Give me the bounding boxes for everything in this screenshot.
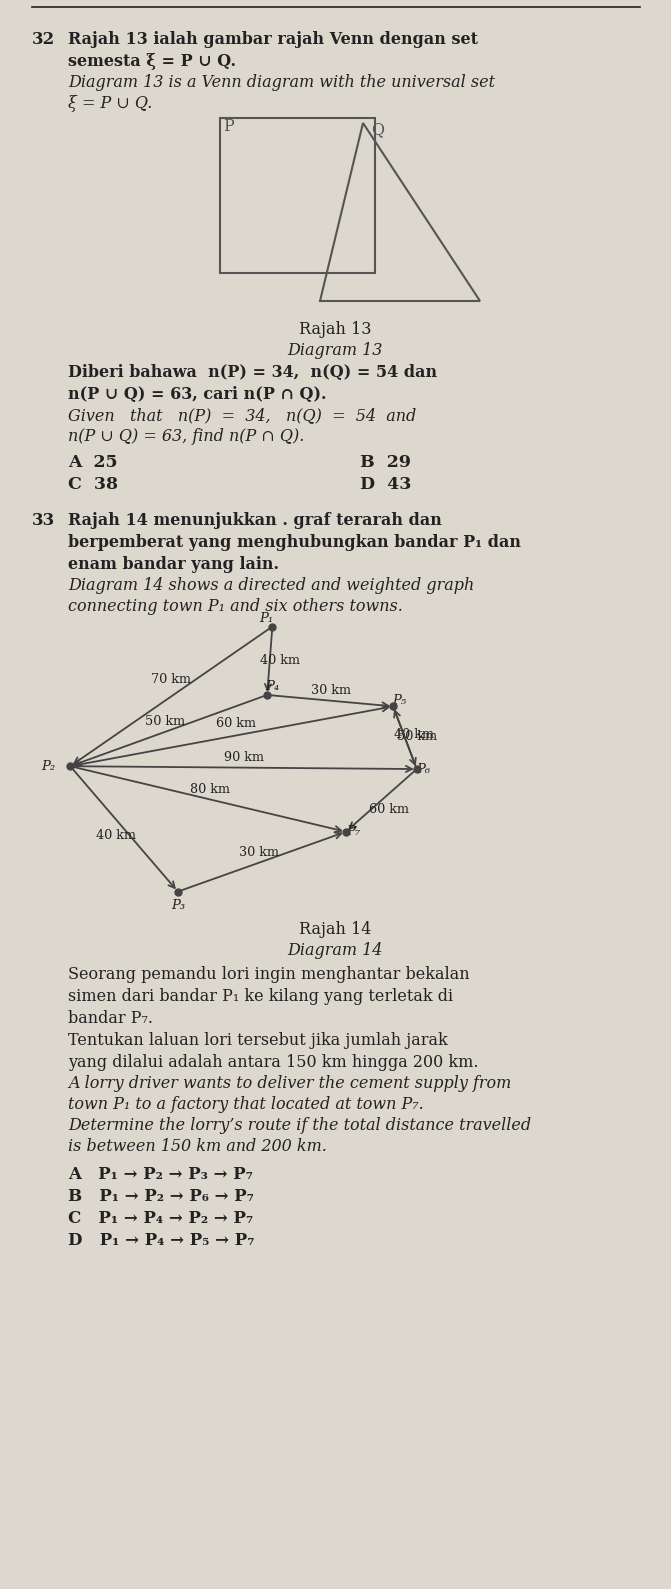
Text: 80 km: 80 km xyxy=(191,783,230,796)
Text: D   P₁ → P₄ → P₅ → P₇: D P₁ → P₄ → P₅ → P₇ xyxy=(68,1231,254,1249)
Text: Tentukan laluan lori tersebut jika jumlah jarak: Tentukan laluan lori tersebut jika jumla… xyxy=(68,1031,448,1049)
Text: 60 km: 60 km xyxy=(216,717,256,729)
Text: C   P₁ → P₄ → P₂ → P₇: C P₁ → P₄ → P₂ → P₇ xyxy=(68,1209,253,1227)
Bar xyxy=(220,118,375,273)
Text: 32: 32 xyxy=(32,32,55,48)
Text: Determine the lorry’s route if the total distance travelled: Determine the lorry’s route if the total… xyxy=(68,1117,531,1135)
Text: n(P ∪ Q) = 63, cari n(P ∩ Q).: n(P ∪ Q) = 63, cari n(P ∩ Q). xyxy=(68,386,327,404)
Text: P₃: P₃ xyxy=(170,899,185,912)
Text: town P₁ to a factory that located at town P₇.: town P₁ to a factory that located at tow… xyxy=(68,1096,424,1112)
Text: A lorry driver wants to deliver the cement supply from: A lorry driver wants to deliver the ceme… xyxy=(68,1076,511,1092)
Text: 33: 33 xyxy=(32,512,55,529)
Text: 70 km: 70 km xyxy=(152,672,191,686)
Text: A   P₁ → P₂ → P₃ → P₇: A P₁ → P₂ → P₃ → P₇ xyxy=(68,1166,253,1182)
Text: P₄: P₄ xyxy=(265,680,279,693)
Text: Rajah 13: Rajah 13 xyxy=(299,321,371,338)
Text: ξ = P ∪ Q.: ξ = P ∪ Q. xyxy=(68,95,152,111)
Text: 50 km: 50 km xyxy=(397,729,437,744)
Text: Seorang pemandu lori ingin menghantar bekalan: Seorang pemandu lori ingin menghantar be… xyxy=(68,966,470,984)
Text: P₇: P₇ xyxy=(346,825,360,839)
Text: bandar P₇.: bandar P₇. xyxy=(68,1011,153,1026)
Text: Diberi bahawa  n(P) = 34,  n(Q) = 54 dan: Diberi bahawa n(P) = 34, n(Q) = 54 dan xyxy=(68,364,437,381)
Text: P₂: P₂ xyxy=(41,760,56,772)
Text: Diagram 13: Diagram 13 xyxy=(287,342,382,359)
Text: B   P₁ → P₂ → P₆ → P₇: B P₁ → P₂ → P₆ → P₇ xyxy=(68,1189,254,1204)
Text: 40 km: 40 km xyxy=(260,653,300,667)
Text: A  25: A 25 xyxy=(68,454,117,470)
Text: Rajah 14: Rajah 14 xyxy=(299,922,371,938)
Text: Diagram 14 shows a directed and weighted graph: Diagram 14 shows a directed and weighted… xyxy=(68,577,474,594)
Text: Q: Q xyxy=(371,121,384,138)
Text: P₁: P₁ xyxy=(259,612,274,624)
Text: P: P xyxy=(223,118,234,135)
Text: Rajah 14 menunjukkan . graf terarah dan: Rajah 14 menunjukkan . graf terarah dan xyxy=(68,512,442,529)
Text: Diagram 13 is a Venn diagram with the universal set: Diagram 13 is a Venn diagram with the un… xyxy=(68,75,495,91)
Text: Given   that   n(P)  =  34,   n(Q)  =  54  and: Given that n(P) = 34, n(Q) = 54 and xyxy=(68,407,416,424)
Text: D  43: D 43 xyxy=(360,477,411,493)
Text: 50 km: 50 km xyxy=(145,715,185,728)
Text: 90 km: 90 km xyxy=(223,752,264,764)
Text: 30 km: 30 km xyxy=(311,685,351,698)
Text: C  38: C 38 xyxy=(68,477,118,493)
Text: 30 km: 30 km xyxy=(238,845,278,858)
Text: 60 km: 60 km xyxy=(369,802,409,815)
Text: is between 150 km and 200 km.: is between 150 km and 200 km. xyxy=(68,1138,327,1155)
Text: B  29: B 29 xyxy=(360,454,411,470)
Text: P₅: P₅ xyxy=(392,694,406,707)
Text: semesta ξ = P ∪ Q.: semesta ξ = P ∪ Q. xyxy=(68,52,236,70)
Text: Rajah 13 ialah gambar rajah Venn dengan set: Rajah 13 ialah gambar rajah Venn dengan … xyxy=(68,32,478,48)
Text: simen dari bandar P₁ ke kilang yang terletak di: simen dari bandar P₁ ke kilang yang terl… xyxy=(68,988,453,1004)
Text: yang dilalui adalah antara 150 km hingga 200 km.: yang dilalui adalah antara 150 km hingga… xyxy=(68,1054,478,1071)
Text: enam bandar yang lain.: enam bandar yang lain. xyxy=(68,556,279,574)
Text: n(P ∪ Q) = 63, find n(P ∩ Q).: n(P ∪ Q) = 63, find n(P ∩ Q). xyxy=(68,427,305,445)
Text: berpemberat yang menghubungkan bandar P₁ dan: berpemberat yang menghubungkan bandar P₁… xyxy=(68,534,521,551)
Text: 40 km: 40 km xyxy=(395,728,434,740)
Text: Diagram 14: Diagram 14 xyxy=(287,942,382,960)
Text: connecting town P₁ and six others towns.: connecting town P₁ and six others towns. xyxy=(68,597,403,615)
Text: P₆: P₆ xyxy=(417,763,431,775)
Text: 40 km: 40 km xyxy=(97,829,136,842)
